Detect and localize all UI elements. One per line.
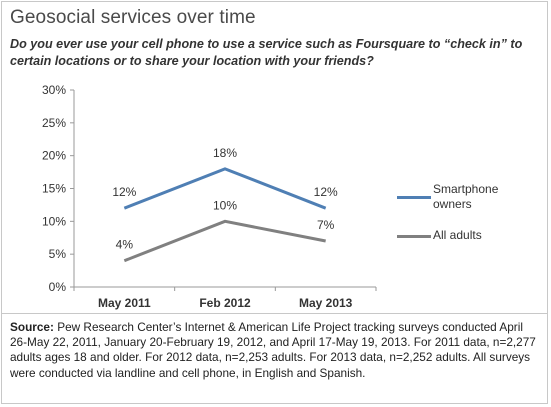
y-tick-label: 0% <box>49 280 67 294</box>
line-chart: 0% 5% 10% 15% 20% 25% 30% May 2011 Feb 2012 May 2… <box>42 83 377 310</box>
data-label: 12% <box>314 185 338 199</box>
x-tick-label: May 2011 <box>98 296 151 310</box>
legend-label-smartphone-line1: Smartphone <box>433 182 499 196</box>
legend-swatch-smartphone <box>397 196 431 199</box>
y-tick-label: 5% <box>49 247 67 261</box>
data-label: 4% <box>116 238 134 252</box>
y-tick-label: 15% <box>42 182 66 196</box>
series-line-smartphone-owners <box>123 167 327 210</box>
data-label: 12% <box>112 185 136 199</box>
source-label: Source: <box>10 320 54 334</box>
source-divider <box>1 313 548 314</box>
data-label: 18% <box>213 146 237 160</box>
x-tick-label: May 2013 <box>299 296 353 310</box>
y-tick-label: 25% <box>42 116 66 130</box>
data-label: 7% <box>317 218 335 232</box>
chart-title: Geosocial services over time <box>10 7 256 28</box>
legend-label-smartphone-line2: owners <box>433 197 472 211</box>
legend-label-smartphone: Smartphone owners <box>433 182 498 212</box>
y-tick-label: 10% <box>42 214 66 228</box>
series-line-all-adults <box>123 219 326 263</box>
source-text: Pew Research Center’s Internet & America… <box>10 320 536 380</box>
data-label: 10% <box>213 198 237 212</box>
source-note: Source: Pew Research Center’s Internet &… <box>10 320 540 381</box>
y-tick-label: 30% <box>42 83 66 97</box>
legend-label-all-adults-line1: All adults <box>433 228 482 242</box>
y-tick-label: 20% <box>42 149 66 163</box>
legend-swatch-all-adults <box>397 235 431 238</box>
x-tick-label: Feb 2012 <box>199 296 251 310</box>
legend-label-all-adults: All adults <box>433 228 482 243</box>
chart-subtitle: Do you ever use your cell phone to use a… <box>10 37 523 68</box>
